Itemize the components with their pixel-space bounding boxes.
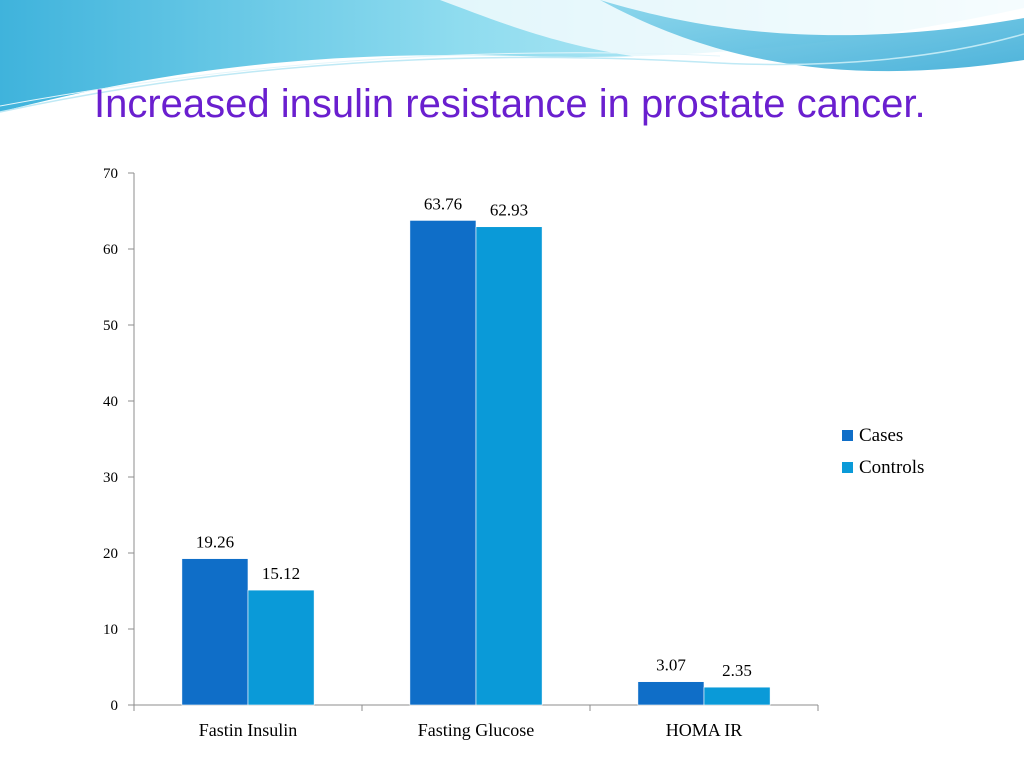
y-tick-label: 20 (103, 546, 118, 562)
y-axis: 0 10 20 30 40 50 60 70 (103, 166, 135, 714)
y-tick-label: 50 (103, 318, 118, 334)
slide-header-wave (0, 0, 1024, 113)
bar-controls (475, 226, 543, 706)
y-tick-label: 0 (111, 698, 119, 714)
data-label: 62.93 (490, 201, 528, 220)
category-label: HOMA IR (666, 720, 743, 740)
bar-cases (637, 681, 705, 706)
chart-legend: Cases Controls (842, 425, 924, 478)
data-label: 63.76 (424, 194, 462, 213)
bar-cases (181, 558, 249, 706)
bar-cases (409, 220, 477, 706)
bars (181, 220, 771, 706)
y-tick-label: 30 (103, 470, 118, 486)
y-tick-label: 70 (103, 166, 118, 182)
data-label: 15.12 (262, 564, 300, 583)
y-tick-label: 40 (103, 394, 118, 410)
category-label: Fastin Insulin (199, 720, 298, 740)
slide-title: Increased insulin resistance in prostate… (94, 82, 926, 126)
data-label: 3.07 (656, 656, 686, 675)
legend-label-cases: Cases (859, 425, 903, 446)
category-label: Fasting Glucose (418, 720, 535, 740)
y-tick-label: 10 (103, 622, 118, 638)
legend-swatch-cases (842, 430, 853, 441)
bar-controls (703, 686, 771, 706)
x-axis: Fastin Insulin Fasting Glucose HOMA IR (133, 704, 819, 740)
legend-swatch-controls (842, 462, 853, 473)
legend-label-controls: Controls (859, 457, 924, 478)
y-tick-label: 60 (103, 242, 118, 258)
data-labels: 19.26 15.12 63.76 62.93 3.07 2.35 (196, 194, 752, 680)
data-label: 2.35 (722, 661, 752, 680)
data-label: 19.26 (196, 533, 234, 552)
bar-controls (247, 589, 315, 706)
